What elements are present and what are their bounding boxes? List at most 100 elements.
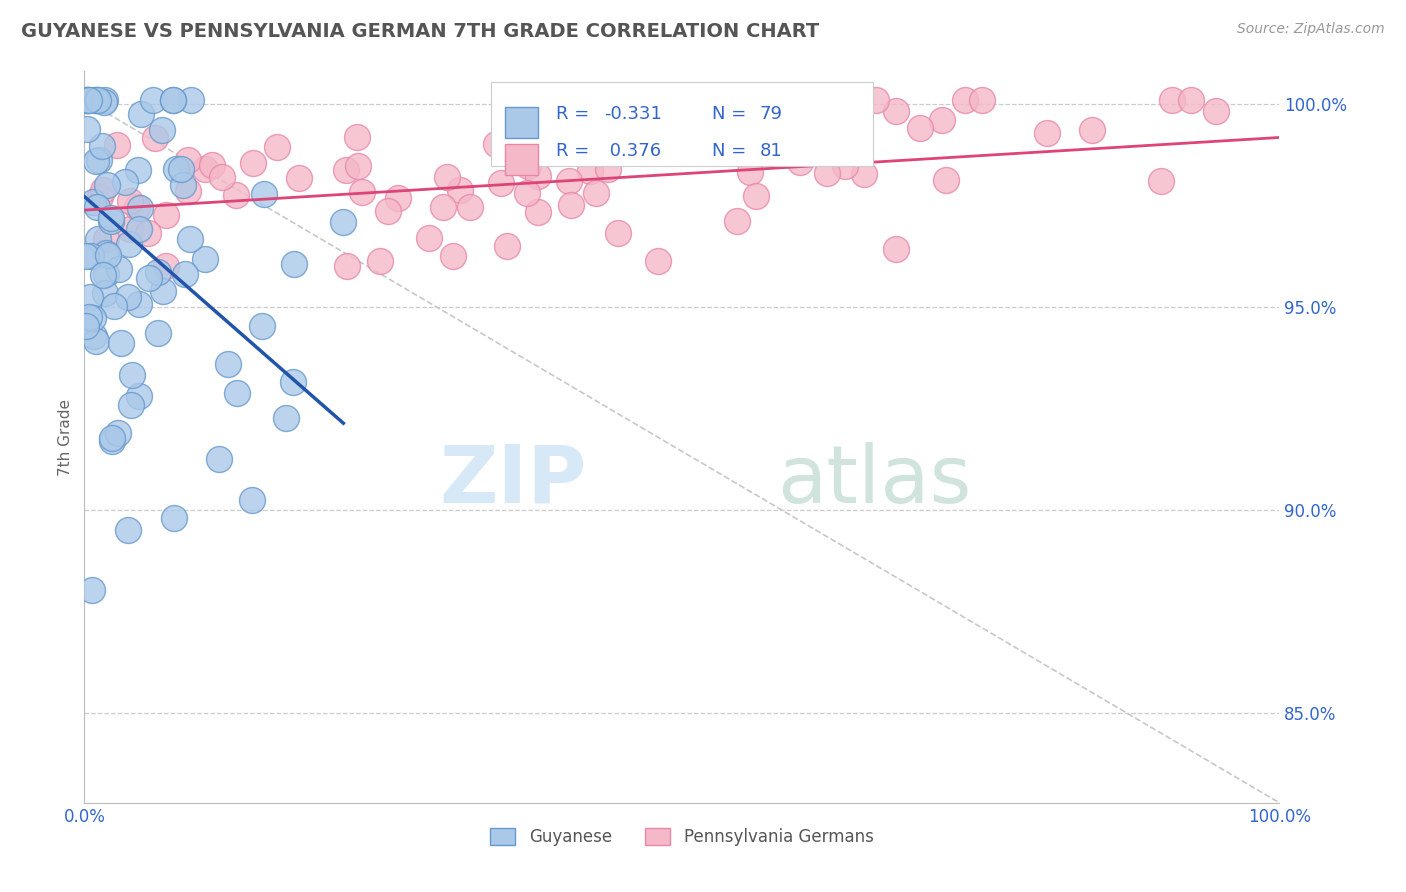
- Point: [1205, 104, 1227, 119]
- Point: [150, 123, 173, 137]
- Point: [242, 155, 264, 169]
- Point: [152, 285, 174, 299]
- Point: [779, 122, 801, 136]
- Point: [818, 96, 841, 111]
- Point: [94, 246, 117, 260]
- Text: ZIP: ZIP: [439, 442, 586, 520]
- Point: [107, 138, 129, 153]
- Point: [1036, 126, 1059, 140]
- Point: [174, 267, 197, 281]
- Point: [884, 242, 907, 256]
- Point: [281, 375, 304, 389]
- Point: [283, 257, 305, 271]
- Point: [86, 93, 108, 107]
- Point: [910, 121, 932, 136]
- Point: [75, 318, 97, 333]
- Point: [579, 164, 602, 178]
- Point: [83, 329, 105, 343]
- Point: [335, 163, 357, 178]
- Point: [128, 389, 150, 403]
- Point: [142, 93, 165, 107]
- Point: [94, 93, 117, 107]
- Point: [449, 183, 471, 197]
- Point: [82, 583, 104, 598]
- Text: N =: N =: [711, 143, 752, 161]
- Point: [77, 310, 100, 325]
- Point: [108, 262, 131, 277]
- Point: [125, 200, 148, 214]
- Point: [155, 260, 177, 274]
- Point: [77, 93, 100, 107]
- Point: [129, 107, 152, 121]
- Point: [647, 254, 669, 268]
- Point: [94, 267, 117, 281]
- Point: [558, 174, 581, 188]
- Text: 81: 81: [759, 143, 782, 161]
- Point: [179, 232, 201, 246]
- Point: [91, 139, 114, 153]
- Point: [763, 93, 786, 107]
- Point: [75, 249, 97, 263]
- Y-axis label: 7th Grade: 7th Grade: [58, 399, 73, 475]
- Point: [82, 310, 104, 325]
- Point: [120, 221, 142, 235]
- Bar: [505, 145, 538, 175]
- Point: [274, 410, 297, 425]
- Point: [117, 523, 139, 537]
- Point: [77, 93, 100, 107]
- Point: [94, 285, 117, 300]
- Point: [347, 159, 370, 173]
- Point: [585, 186, 607, 201]
- Point: [118, 194, 141, 209]
- Point: [162, 93, 184, 107]
- Point: [84, 153, 107, 168]
- Point: [129, 201, 152, 215]
- Point: [118, 237, 141, 252]
- Point: [336, 260, 359, 274]
- Text: Source: ZipAtlas.com: Source: ZipAtlas.com: [1237, 22, 1385, 37]
- Point: [83, 93, 105, 107]
- Text: 0.376: 0.376: [605, 143, 661, 161]
- Point: [834, 159, 856, 173]
- Point: [1160, 93, 1182, 107]
- Point: [93, 95, 115, 109]
- Point: [177, 184, 200, 198]
- Point: [86, 93, 108, 107]
- Point: [136, 226, 159, 240]
- Point: [91, 268, 114, 282]
- Point: [346, 129, 368, 144]
- Point: [162, 93, 184, 107]
- Point: [103, 299, 125, 313]
- Point: [527, 205, 550, 219]
- Point: [783, 110, 806, 124]
- Point: [225, 188, 247, 202]
- Point: [76, 122, 98, 136]
- Point: [489, 176, 512, 190]
- Point: [100, 211, 122, 226]
- Point: [725, 214, 748, 228]
- Point: [884, 104, 907, 119]
- Point: [953, 93, 976, 107]
- Point: [458, 200, 481, 214]
- Point: [931, 112, 953, 127]
- Point: [165, 161, 187, 176]
- Point: [935, 173, 957, 187]
- Text: atlas: atlas: [778, 442, 972, 520]
- Bar: [505, 107, 538, 138]
- Text: N =: N =: [711, 105, 752, 123]
- Point: [146, 265, 169, 279]
- Point: [138, 270, 160, 285]
- Point: [730, 102, 752, 116]
- Point: [146, 326, 169, 340]
- Point: [162, 511, 184, 525]
- Point: [201, 158, 224, 172]
- Point: [418, 231, 440, 245]
- Point: [368, 253, 391, 268]
- Point: [658, 139, 681, 153]
- Point: [143, 130, 166, 145]
- Point: [87, 153, 110, 167]
- Point: [211, 169, 233, 184]
- Point: [100, 213, 122, 227]
- Point: [266, 140, 288, 154]
- Point: [575, 126, 598, 140]
